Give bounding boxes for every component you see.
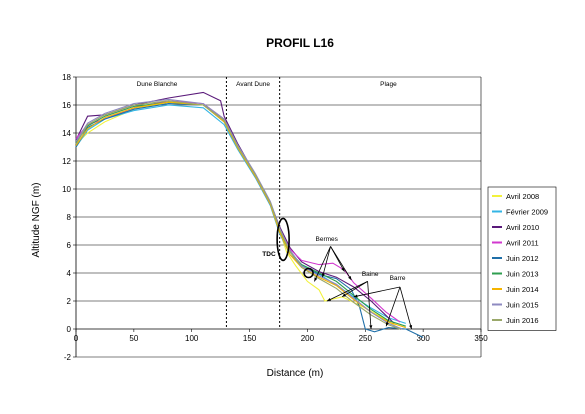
series-line [75,98,403,330]
arrow-shaft [326,281,368,302]
arrow-head [385,322,389,327]
series-line [75,103,424,338]
baine-arrow-3 [367,281,373,330]
x-tick-label: 100 [185,334,199,343]
arrow-shaft [399,286,412,330]
arrow-head [348,276,352,280]
arrow-shaft [353,286,401,298]
x-tick-label: 250 [359,334,373,343]
y-tick-label: 4 [67,269,72,278]
bermes-label: Bermes [316,236,339,243]
berm-circle [303,267,314,279]
legend-label: Juin 2014 [506,285,539,294]
series-line [75,91,395,324]
arrow-head [321,273,325,278]
arrow-shaft [330,246,352,281]
tdc-ellipse [276,217,290,262]
baine-arrow-1 [326,281,368,302]
x-tick-label: 300 [416,334,430,343]
y-tick-label: 12 [62,157,71,166]
gridlines [76,76,481,358]
y-tick-label: 16 [62,101,71,110]
zone-label: Dune Blanche [137,81,178,88]
y-tick-label: 8 [67,213,72,222]
arrow-shaft [314,246,331,282]
axes: -2024681012141618050100150200250300350 [62,73,488,362]
baine-label: Baine [362,271,379,278]
zone-dividers: Dune Blanche Avant Dune Plage [137,77,397,329]
y-tick-label: 14 [62,129,71,138]
arrow-head [327,297,332,301]
arrow-head [353,294,358,298]
arrow-shaft [367,281,372,330]
series-lines [75,91,424,338]
legend-label: Avril 2011 [506,239,539,248]
arrow-head [314,277,318,282]
y-tick-label: 0 [67,325,72,334]
y-tick-label: 2 [67,297,72,306]
legend-label: Avril 2008 [506,192,539,201]
arrow-shaft [385,286,401,327]
y-tick-label: -2 [64,353,72,362]
series-line [75,101,406,329]
bermes-arrow-1 [314,246,331,282]
zone-label: Plage [380,81,397,88]
arrow-shaft [341,281,368,298]
x-axis-title: Distance (m) [267,368,324,379]
y-tick-label: 6 [67,241,72,250]
legend: Avril 2008 Février 2009 Avril 2010 Avril 20… [487,186,557,331]
arrow-shaft [322,246,331,278]
series-line [75,104,406,324]
bermes-arrow-2 [321,246,331,278]
legend-label: Juin 2012 [506,254,539,263]
zone-label: Avant Dune [236,81,270,88]
barre-arrow-2 [385,286,401,327]
y-tick-label: 18 [62,73,71,82]
arrow-head [409,325,413,329]
legend-label: Avril 2010 [506,223,539,232]
arrow-head [369,325,373,329]
annotations: TDC Bermes Baine Barre [262,217,413,330]
series-line [75,100,401,330]
bermes-arrow-4 [330,246,352,281]
barre-arrow-3 [399,286,413,330]
arrow-head [342,293,347,297]
y-tick-label: 10 [62,185,71,194]
x-tick-label: 150 [243,334,257,343]
barre-label: Barre [390,275,406,282]
series-line [75,101,406,327]
legend-label: Juin 2015 [506,301,539,310]
arrow-head [341,267,345,272]
chart-title: PROFIL L16 [266,36,334,50]
baine-arrow-2 [341,281,368,298]
tdc-label: TDC [262,251,276,258]
legend-label: Février 2009 [506,208,548,217]
legend-label: Juin 2016 [506,316,539,325]
y-axis-title: Altitude NGF (m) [31,182,42,257]
x-tick-label: 50 [129,334,138,343]
x-tick-label: 200 [301,334,315,343]
legend-label: Juin 2013 [506,270,539,279]
barre-arrow-1 [353,286,401,298]
